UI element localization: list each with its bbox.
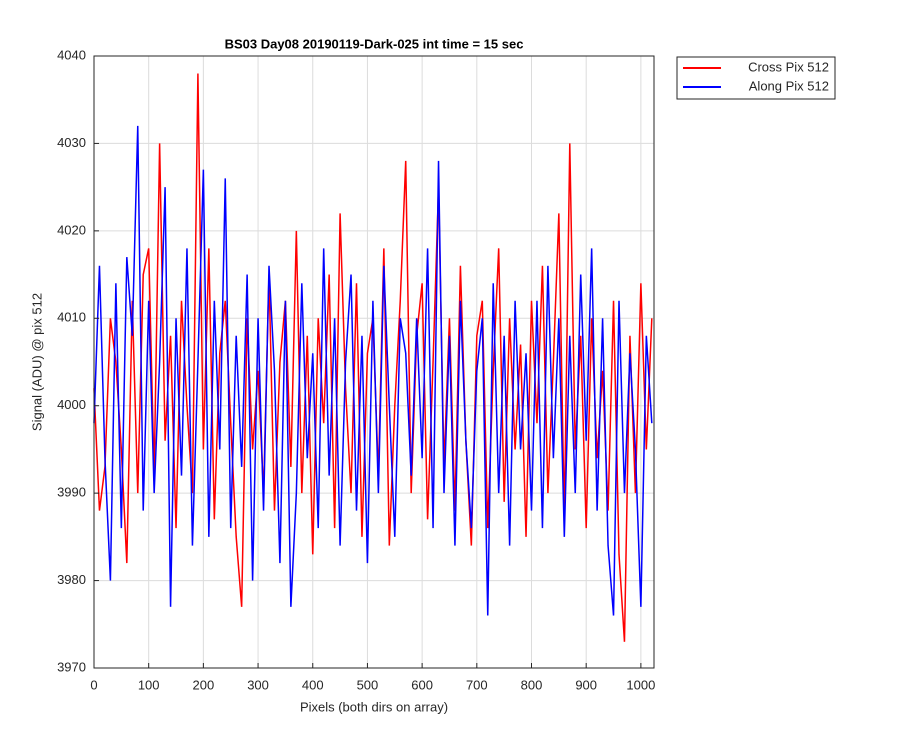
y-axis-label: Signal (ADU) @ pix 512	[29, 293, 44, 431]
x-tick-label: 800	[521, 677, 543, 692]
x-tick-label: 400	[302, 677, 324, 692]
x-tick-label: 0	[90, 677, 97, 692]
x-tick-label: 300	[247, 677, 269, 692]
x-axis-label: Pixels (both dirs on array)	[300, 699, 448, 714]
axes-box	[93, 55, 655, 669]
x-tick-label: 1000	[626, 677, 655, 692]
y-tick-label: 4010	[57, 310, 86, 325]
x-tick-label: 700	[466, 677, 488, 692]
x-tick-label: 100	[138, 677, 160, 692]
series-line	[93, 125, 653, 616]
chart-title: BS03 Day08 20190119-Dark-025 int time = …	[225, 36, 524, 51]
x-tick-label: 600	[411, 677, 433, 692]
axes: 0 100 200 300 400 500 600 700 800 900 1000 3970 3980…	[57, 47, 655, 692]
y-tick-label: 3980	[57, 572, 86, 587]
legend-label: Along Pix 512	[749, 78, 829, 93]
legend-box	[676, 56, 836, 100]
y-tick-label: 4040	[57, 47, 86, 62]
legend: Cross Pix 512 Along Pix 512	[676, 56, 836, 100]
x-tick-label: 200	[193, 677, 215, 692]
y-tick-label: 3990	[57, 485, 86, 500]
legend-label: Cross Pix 512	[748, 59, 829, 74]
lines	[93, 73, 653, 642]
x-tick-label: 500	[357, 677, 379, 692]
y-tick-label: 3970	[57, 659, 86, 674]
y-tick-label: 4020	[57, 222, 86, 237]
y-tick-label: 4000	[57, 397, 86, 412]
x-tick-label: 900	[575, 677, 597, 692]
y-tick-label: 4030	[57, 135, 86, 150]
